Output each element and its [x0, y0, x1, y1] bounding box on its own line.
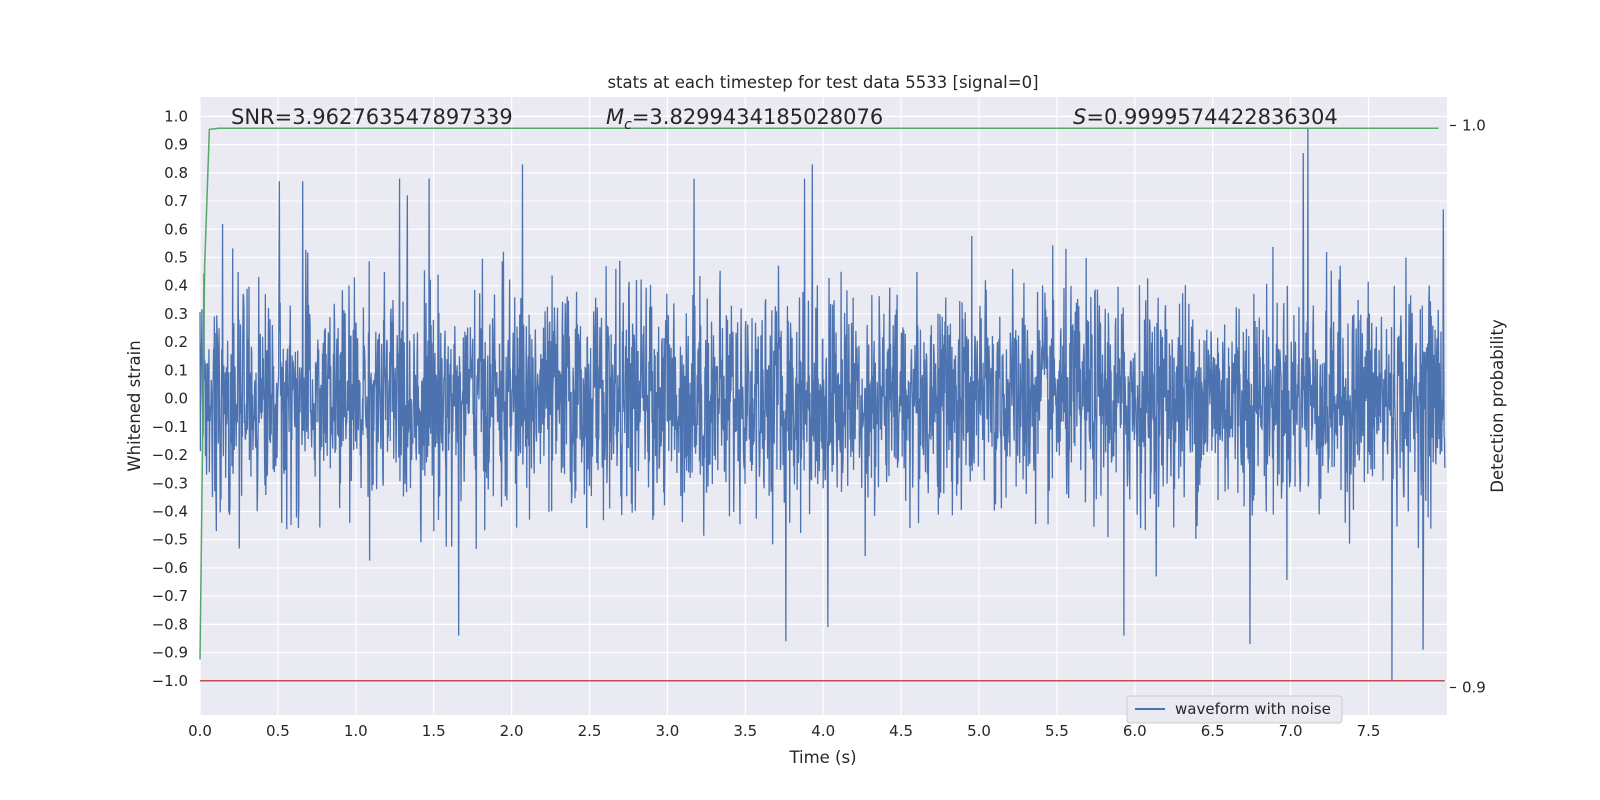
y-tick-label: −1.0 — [152, 672, 188, 690]
y-tick-label: −0.5 — [152, 531, 188, 549]
s-annotation: S=0.9999574422836304 — [1073, 105, 1338, 129]
y-tick-label: −0.9 — [152, 644, 188, 662]
x-tick-label: 7.5 — [1357, 722, 1381, 740]
x-tick-label: 4.0 — [811, 722, 835, 740]
y-tick-label: 0.4 — [164, 277, 188, 295]
y-tick-label: −0.6 — [152, 559, 188, 577]
waveform-with-noise-series — [199, 127, 1446, 681]
x-tick-label: 1.5 — [422, 722, 446, 740]
s-value: =0.9999574422836304 — [1086, 105, 1337, 129]
x-tick-label: 5.5 — [1045, 722, 1069, 740]
legend-box — [1126, 695, 1343, 724]
y-tick-label: −0.7 — [152, 587, 188, 605]
y-tick-label: 0.3 — [164, 305, 188, 323]
y-tick-label: −0.3 — [152, 474, 188, 492]
y-tick-label: −0.2 — [152, 446, 188, 464]
x-tick-label: 4.5 — [889, 722, 913, 740]
x-tick-label: 2.0 — [500, 722, 524, 740]
chirp-mass-annotation: Mc=3.8299434185028076 — [606, 105, 883, 133]
y-tick-label: 0.1 — [164, 361, 188, 379]
legend: waveform with noise — [1126, 695, 1343, 724]
y2-axis-ticks: 1.0 0.9 — [1450, 117, 1486, 697]
x-axis-label: Time (s) — [788, 748, 856, 767]
x-tick-label: 6.0 — [1123, 722, 1147, 740]
y-tick-label: 0.0 — [164, 390, 188, 408]
legend-label-waveform: waveform with noise — [1175, 700, 1331, 718]
y2-axis-label: Detection probability — [1488, 319, 1507, 493]
x-tick-label: 3.5 — [733, 722, 757, 740]
x-axis-ticks: 0.0 0.5 1.0 1.5 2.0 2.5 3.0 3.5 4.0 4.5 5.0 5.5 6.0 6… — [188, 722, 1380, 740]
snr-annotation: SNR=3.962763547897339 — [231, 105, 513, 129]
y-tick-label: 0.9 — [164, 136, 188, 154]
x-tick-label: 5.0 — [967, 722, 991, 740]
y-axis-label: Whitened strain — [125, 340, 144, 471]
s-symbol: S — [1073, 105, 1086, 129]
detection-probability-line — [199, 127, 1439, 660]
chirp-mass-value: =3.8299434185028076 — [632, 105, 883, 129]
chirp-mass-subscript: c — [624, 117, 632, 133]
y-tick-label: −0.1 — [152, 418, 188, 436]
x-tick-label: 0.5 — [266, 722, 290, 740]
y-tick-label: 0.7 — [164, 192, 188, 210]
x-tick-label: 3.0 — [655, 722, 679, 740]
x-tick-label: 7.0 — [1279, 722, 1303, 740]
x-tick-label: 1.0 — [344, 722, 368, 740]
detection-probability-series — [199, 127, 1439, 660]
x-tick-label: 6.5 — [1201, 722, 1225, 740]
x-tick-label: 0.0 — [188, 722, 212, 740]
y-tick-label: 1.0 — [164, 107, 188, 125]
y-tick-label: 0.2 — [164, 333, 188, 351]
y-tick-label: 0.6 — [164, 220, 188, 238]
y2-tick-label: 0.9 — [1462, 679, 1486, 697]
chart-title: stats at each timestep for test data 553… — [607, 73, 1038, 92]
y-tick-label: 0.5 — [164, 249, 188, 267]
x-tick-label: 2.5 — [578, 722, 602, 740]
waveform-line — [199, 127, 1446, 681]
y-tick-label: −0.4 — [152, 502, 188, 520]
y-tick-label: −0.8 — [152, 615, 188, 633]
y-tick-label: 0.8 — [164, 164, 188, 182]
y2-tick-label: 1.0 — [1462, 117, 1486, 135]
y-axis-ticks: 1.0 0.9 0.8 0.7 0.6 0.5 0.4 0.3 0.2 0.1 0.0 −0.1 −0.… — [152, 107, 188, 689]
chirp-mass-symbol: M — [606, 105, 624, 129]
